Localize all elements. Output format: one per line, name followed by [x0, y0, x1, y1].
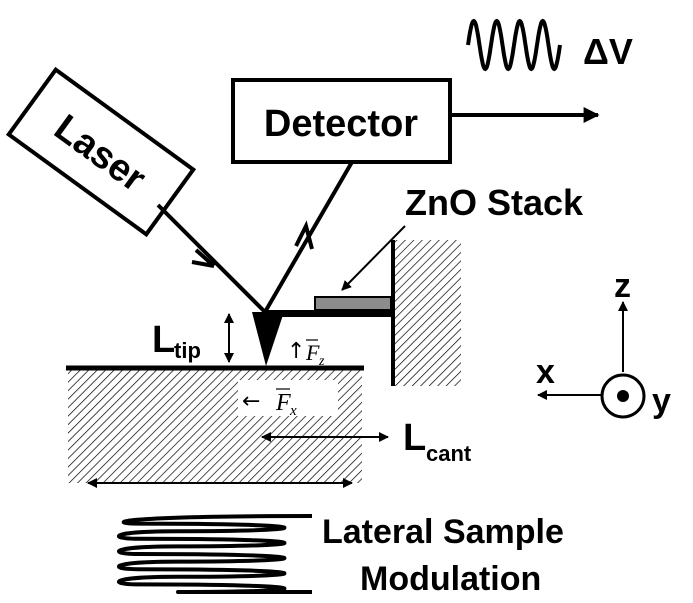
laser-beam-incident: [156, 203, 267, 314]
l-tip-label: L: [152, 319, 175, 361]
laser-beam-arrowhead: [191, 248, 216, 268]
zno-stack: [314, 296, 392, 311]
afm-tip: [252, 312, 284, 366]
coordinate-axes: z x y: [536, 267, 671, 420]
modulation-label-line2: Modulation: [360, 560, 541, 598]
l-tip-subscript: tip: [174, 338, 201, 363]
zno-stack-label: ZnO Stack: [405, 182, 584, 223]
force-x-box: [238, 380, 338, 416]
signal-waveform: [466, 18, 562, 72]
force-x-arrow-icon: ←: [242, 389, 260, 414]
cantilever-beam: [266, 310, 393, 317]
l-cant-subscript: cant: [426, 441, 472, 466]
force-x-label: F: [275, 390, 291, 416]
modulation-coil: [117, 514, 313, 594]
detector-box: Detector: [231, 78, 452, 164]
zno-pointer-arrow: [341, 225, 406, 291]
delta-v-label: ΔV: [583, 31, 633, 72]
force-x-subscript: x: [289, 403, 297, 419]
modulation-label-line1: Lateral Sample: [322, 513, 564, 551]
y-axis-dot-icon: [617, 390, 629, 402]
laser-box: Laser: [5, 66, 197, 238]
x-axis-label: x: [536, 353, 555, 391]
cantilever-mount: [393, 240, 461, 386]
force-z-label: F: [305, 340, 320, 365]
y-axis-label: y: [652, 382, 671, 420]
force-z-arrow-icon: ↑: [287, 339, 305, 364]
z-axis-label: z: [614, 267, 631, 305]
force-z-subscript: z: [318, 354, 325, 369]
reflected-beam-arrowhead: [294, 220, 314, 250]
detector-label: Detector: [264, 103, 418, 145]
l-cant-label: L: [403, 417, 426, 459]
